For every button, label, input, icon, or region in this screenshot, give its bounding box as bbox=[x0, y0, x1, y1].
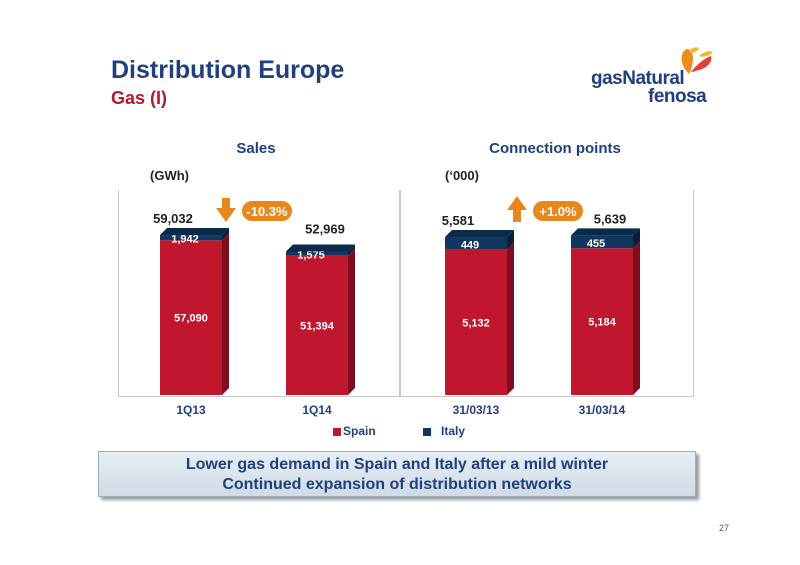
sales-label-italy-1: 1,575 bbox=[297, 250, 325, 262]
connections-label-italy-0: 449 bbox=[461, 239, 479, 251]
legend-swatch-italy bbox=[423, 427, 432, 436]
sales-bar-spain-1 bbox=[286, 255, 348, 395]
connections-total-label-0: 5,581 bbox=[442, 213, 475, 228]
connections-bar-spain-1 bbox=[571, 248, 633, 395]
legend-swatch-spain bbox=[333, 427, 341, 436]
page-subtitle: Gas (I) bbox=[111, 88, 168, 108]
sales-label-spain-1: 51,394 bbox=[300, 320, 335, 332]
sales-bar-italy-side-1 bbox=[348, 244, 355, 256]
connections-label-spain-0: 5,132 bbox=[462, 317, 490, 329]
connections-bar-spain-side-0 bbox=[507, 242, 514, 395]
sales-change-label: -10.3% bbox=[246, 204, 288, 219]
connections-bar-spain-0 bbox=[445, 249, 507, 395]
chart-legend: Spain Italy bbox=[333, 424, 509, 438]
sales-change-badge bbox=[242, 201, 292, 221]
connections-change-badge bbox=[533, 201, 583, 221]
sales-bar-spain-side-0 bbox=[222, 233, 229, 395]
connections-category-label-1: 31/03/14 bbox=[579, 403, 626, 417]
legend-item-spain: Spain bbox=[333, 424, 379, 438]
connections-category-label-0: 31/03/13 bbox=[453, 403, 500, 417]
butterfly-logo-icon bbox=[681, 47, 713, 74]
sales-label-spain-0: 57,090 bbox=[174, 313, 208, 325]
sales-total-label-0: 59,032 bbox=[153, 211, 193, 226]
key-message-line-1: Lower gas demand in Spain and Italy afte… bbox=[185, 456, 609, 473]
connections-bar-italy-1 bbox=[571, 235, 633, 249]
sales-category-label-1: 1Q14 bbox=[302, 403, 332, 417]
key-message-line-2: Continued expansion of distribution netw… bbox=[222, 476, 572, 493]
page-number: 27 bbox=[718, 523, 729, 533]
sales-bar-spain-0 bbox=[160, 240, 222, 395]
company-logo: gasNatural fenosa bbox=[585, 44, 715, 108]
sales-bar-italy-1 bbox=[286, 251, 348, 256]
sales-bar-top-1 bbox=[286, 244, 355, 252]
connections-bar-top-1 bbox=[571, 228, 640, 236]
legend-item-italy: Italy bbox=[423, 424, 465, 438]
connections-total-label-1: 5,639 bbox=[594, 211, 627, 226]
sales-chart-frame bbox=[118, 190, 400, 397]
arrow-down-icon bbox=[216, 198, 236, 222]
page-title: Distribution Europe bbox=[111, 56, 345, 84]
connections-bar-italy-side-1 bbox=[633, 228, 640, 249]
connections-bar-spain-side-1 bbox=[633, 241, 640, 395]
sales-chart: 57,090 1,942 59,032 1Q13 51,394 1,575 52,969 1Q… bbox=[153, 198, 355, 417]
sales-category-label-0: 1Q13 bbox=[176, 403, 206, 417]
connections-chart-title: Connection points bbox=[489, 140, 621, 157]
connections-chart: 5,132 449 5,581 31/03/13 5,184 455 5,639 31/03/… bbox=[442, 196, 640, 417]
legend-label-spain: Spain bbox=[343, 424, 376, 438]
key-message-banner: Lower gas demand in Spain and Italy afte… bbox=[98, 451, 696, 497]
connections-bar-top-0 bbox=[445, 230, 514, 238]
connections-bar-italy-side-0 bbox=[507, 230, 514, 250]
connections-chart-frame bbox=[400, 190, 694, 397]
connections-bar-italy-0 bbox=[445, 237, 507, 250]
connections-change-label: +1.0% bbox=[539, 204, 577, 219]
charts-svg: 57,090 1,942 59,032 1Q13 51,394 1,575 52,969 1Q… bbox=[153, 196, 640, 417]
sales-bar-top-0 bbox=[160, 228, 229, 236]
arrow-up-icon bbox=[507, 196, 527, 222]
connections-chart-unit: (‘000) bbox=[445, 168, 479, 183]
connections-label-spain-1: 5,184 bbox=[588, 317, 616, 329]
sales-label-italy-0: 1,942 bbox=[171, 234, 199, 246]
sales-chart-unit: (GWh) bbox=[150, 168, 189, 183]
sales-bar-italy-0 bbox=[160, 235, 222, 241]
connections-label-italy-1: 455 bbox=[587, 238, 605, 250]
legend-label-italy: Italy bbox=[441, 424, 466, 438]
logo-text-gasnatural: gasNatural bbox=[591, 68, 685, 89]
logo-text-fenosa: fenosa bbox=[648, 86, 707, 107]
sales-bar-spain-side-1 bbox=[348, 248, 355, 395]
sales-bar-italy-side-0 bbox=[222, 228, 229, 241]
sales-total-label-1: 52,969 bbox=[305, 221, 345, 236]
sales-chart-title: Sales bbox=[236, 140, 276, 157]
